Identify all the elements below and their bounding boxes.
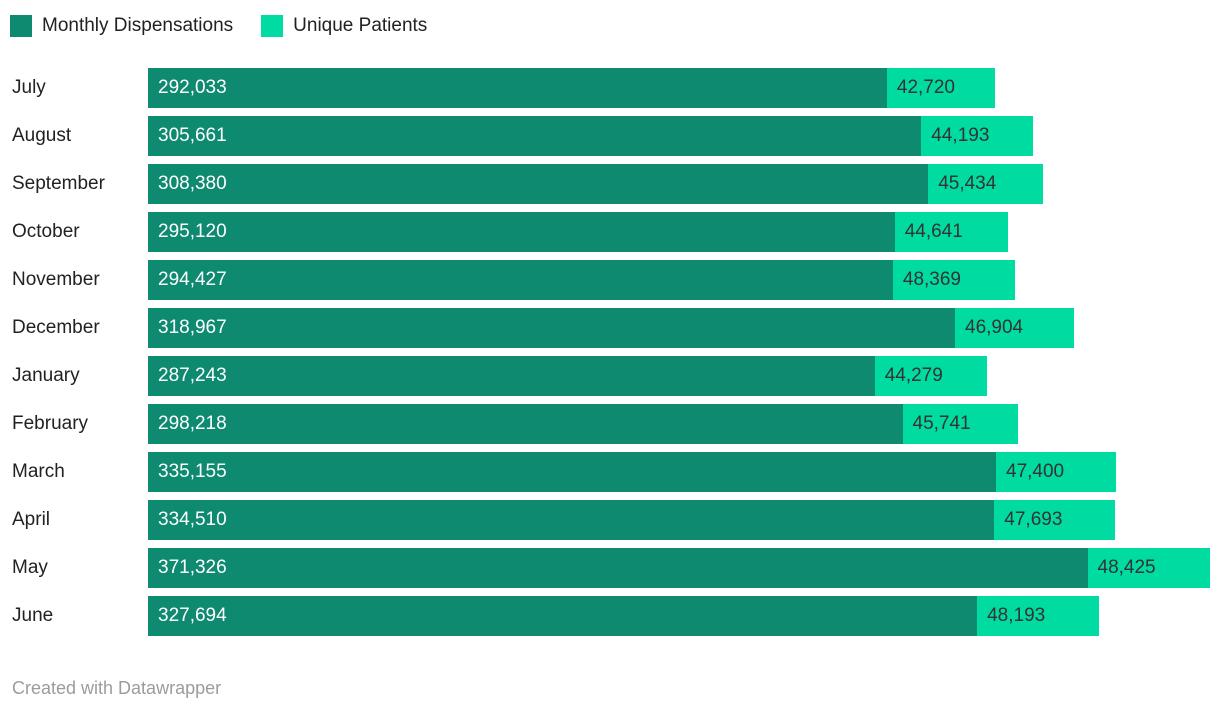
legend-label-dispensations: Monthly Dispensations xyxy=(42,15,234,36)
attribution: Created with Datawrapper xyxy=(12,678,221,699)
row-label-october: October xyxy=(12,221,80,242)
value-label-dispensations-june: 327,694 xyxy=(158,605,227,626)
bar-dispensations-december[interactable]: 318,967 xyxy=(148,308,955,348)
chart-row-february: February 298,218 45,741 xyxy=(12,404,1210,444)
value-label-patients-may: 48,425 xyxy=(1097,557,1156,578)
chart-row-june: June 327,694 48,193 xyxy=(12,596,1210,636)
stacked-bar-june: 327,694 48,193 xyxy=(148,596,1099,636)
stacked-bar-november: 294,427 48,369 xyxy=(148,260,1016,300)
bar-dispensations-june[interactable]: 327,694 xyxy=(148,596,978,636)
bar-dispensations-january[interactable]: 287,243 xyxy=(148,356,875,396)
bar-patients-february[interactable]: 45,741 xyxy=(902,404,1019,444)
row-label-november: November xyxy=(12,269,100,290)
bar-patients-october[interactable]: 44,641 xyxy=(894,212,1008,252)
bar-patients-july[interactable]: 42,720 xyxy=(886,68,995,108)
bar-dispensations-september[interactable]: 308,380 xyxy=(148,164,929,204)
stacked-bar-december: 318,967 46,904 xyxy=(148,308,1074,348)
bar-patients-june[interactable]: 48,193 xyxy=(977,596,1099,636)
value-label-patients-april: 47,693 xyxy=(1004,509,1063,530)
row-label-december: December xyxy=(12,317,100,338)
stacked-bar-october: 295,120 44,641 xyxy=(148,212,1008,252)
value-label-patients-december: 46,904 xyxy=(965,317,1024,338)
chart-row-december: December 318,967 46,904 xyxy=(12,308,1210,348)
value-label-patients-february: 45,741 xyxy=(912,413,971,434)
stacked-bar-may: 371,326 48,425 xyxy=(148,548,1210,588)
row-label-february: February xyxy=(12,413,89,434)
bar-patients-january[interactable]: 44,279 xyxy=(874,356,987,396)
stacked-bar-august: 305,661 44,193 xyxy=(148,116,1034,156)
chart-row-april: April 334,510 47,693 xyxy=(12,500,1210,540)
chart-row-may: May 371,326 48,425 xyxy=(12,548,1210,588)
legend-item-dispensations: Monthly Dispensations xyxy=(10,15,233,37)
bar-patients-march[interactable]: 47,400 xyxy=(996,452,1116,492)
chart-row-october: October 295,120 44,641 xyxy=(12,212,1210,252)
value-label-patients-october: 44,641 xyxy=(904,221,963,242)
bar-dispensations-november[interactable]: 294,427 xyxy=(148,260,893,300)
chart-row-august: August 305,661 44,193 xyxy=(12,116,1210,156)
stacked-bar-july: 292,033 42,720 xyxy=(148,68,995,108)
chart-row-november: November 294,427 48,369 xyxy=(12,260,1210,300)
value-label-patients-june: 48,193 xyxy=(987,605,1046,626)
value-label-dispensations-july: 292,033 xyxy=(158,77,227,98)
value-label-dispensations-september: 308,380 xyxy=(158,173,227,194)
stacked-bar-march: 335,155 47,400 xyxy=(148,452,1116,492)
row-label-may: May xyxy=(12,557,48,578)
value-label-dispensations-december: 318,967 xyxy=(158,317,227,338)
bar-dispensations-february[interactable]: 298,218 xyxy=(148,404,903,444)
stacked-bar-january: 287,243 44,279 xyxy=(148,356,987,396)
value-label-dispensations-october: 295,120 xyxy=(158,221,227,242)
row-label-august: August xyxy=(12,125,72,146)
bar-patients-november[interactable]: 48,369 xyxy=(892,260,1016,300)
row-label-july: July xyxy=(12,77,46,98)
bar-patients-may[interactable]: 48,425 xyxy=(1087,548,1210,588)
value-label-patients-september: 45,434 xyxy=(938,173,997,194)
stacked-bar-september: 308,380 45,434 xyxy=(148,164,1044,204)
bar-dispensations-april[interactable]: 334,510 xyxy=(148,500,995,540)
bar-dispensations-july[interactable]: 292,033 xyxy=(148,68,887,108)
legend-swatch-dispensations-icon xyxy=(10,15,32,37)
bar-patients-september[interactable]: 45,434 xyxy=(928,164,1044,204)
legend: Monthly Dispensations Unique Patients xyxy=(10,15,427,37)
value-label-dispensations-may: 371,326 xyxy=(158,557,227,578)
bar-rows: July 292,033 42,720 August 305,661 44,193 Sept… xyxy=(12,68,1210,644)
row-label-september: September xyxy=(12,173,105,194)
bar-patients-december[interactable]: 46,904 xyxy=(955,308,1074,348)
row-label-march: March xyxy=(12,461,65,482)
value-label-patients-january: 44,279 xyxy=(884,365,943,386)
bar-dispensations-may[interactable]: 371,326 xyxy=(148,548,1088,588)
value-label-patients-november: 48,369 xyxy=(902,269,962,290)
legend-swatch-patients-icon xyxy=(261,15,284,37)
legend-item-patients: Unique Patients xyxy=(261,15,427,37)
bar-dispensations-august[interactable]: 305,661 xyxy=(148,116,922,156)
legend-label-patients: Unique Patients xyxy=(293,15,428,36)
bar-patients-april[interactable]: 47,693 xyxy=(994,500,1115,540)
chart-row-january: January 287,243 44,279 xyxy=(12,356,1210,396)
value-label-patients-march: 47,400 xyxy=(1006,461,1065,482)
bar-dispensations-march[interactable]: 335,155 xyxy=(148,452,996,492)
value-label-patients-august: 44,193 xyxy=(931,125,990,146)
value-label-dispensations-april: 334,510 xyxy=(158,509,227,530)
bar-dispensations-october[interactable]: 295,120 xyxy=(148,212,895,252)
row-label-june: June xyxy=(12,605,54,626)
chart-row-march: March 335,155 47,400 xyxy=(12,452,1210,492)
chart-row-september: September 308,380 45,434 xyxy=(12,164,1210,204)
value-label-patients-july: 42,720 xyxy=(896,77,956,98)
value-label-dispensations-november: 294,427 xyxy=(158,269,227,290)
chart-row-july: July 292,033 42,720 xyxy=(12,68,1210,108)
stacked-bar-february: 298,218 45,741 xyxy=(148,404,1019,444)
stacked-bar-april: 334,510 47,693 xyxy=(148,500,1115,540)
value-label-dispensations-march: 335,155 xyxy=(158,461,227,482)
value-label-dispensations-january: 287,243 xyxy=(158,365,227,386)
row-label-january: January xyxy=(12,365,80,386)
value-label-dispensations-february: 298,218 xyxy=(158,413,227,434)
row-label-april: April xyxy=(12,509,51,530)
value-label-dispensations-august: 305,661 xyxy=(158,125,227,146)
bar-patients-august[interactable]: 44,193 xyxy=(921,116,1034,156)
attribution-text: Created with Datawrapper xyxy=(12,678,222,698)
